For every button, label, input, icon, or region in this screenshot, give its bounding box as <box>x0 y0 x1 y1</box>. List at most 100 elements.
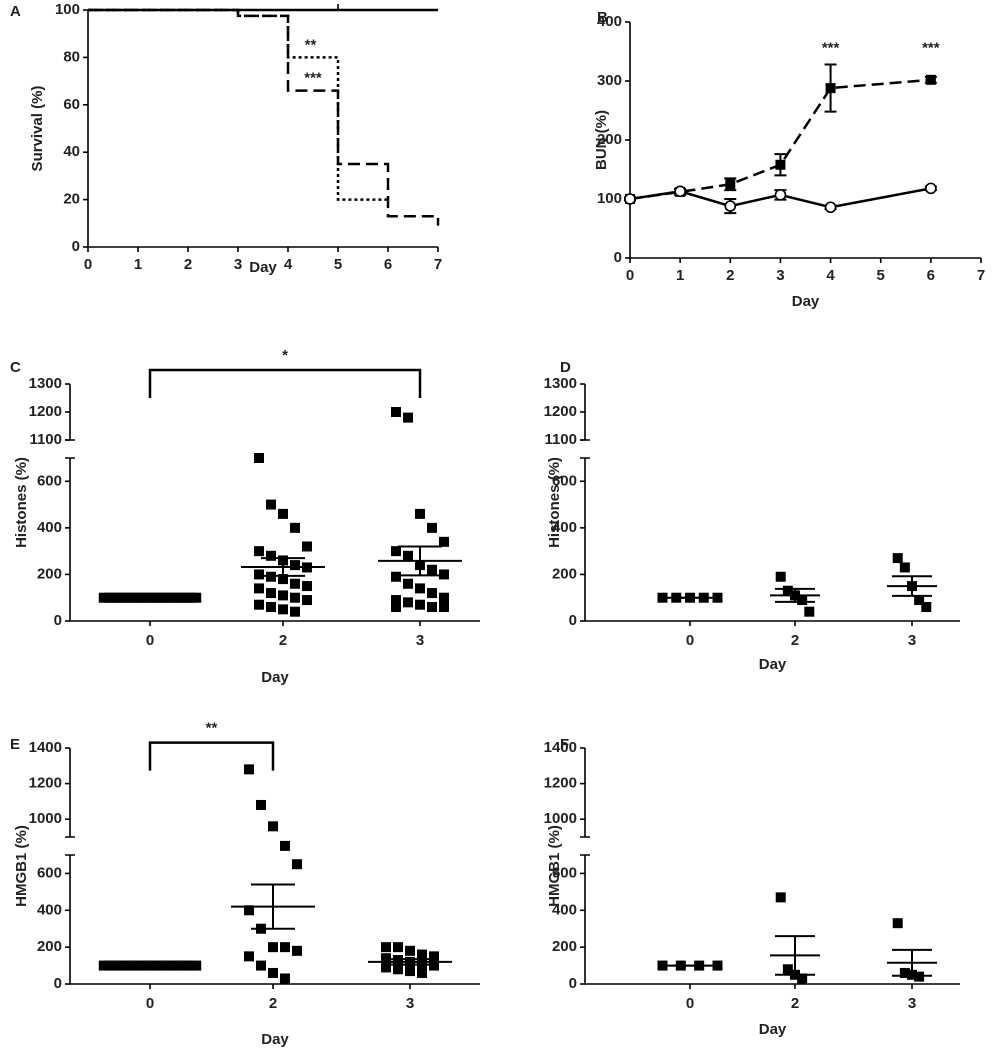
x-tick-label: 3 <box>908 995 916 1012</box>
panel-label: A <box>10 3 21 20</box>
x-tick-label: 2 <box>184 256 192 273</box>
x-tick-label: 2 <box>726 267 734 284</box>
y-axis-label: HMGB1 (%) <box>13 825 30 907</box>
data-point <box>256 799 266 810</box>
marker <box>725 179 736 190</box>
data-point <box>405 966 415 977</box>
axes <box>629 22 981 259</box>
data-point <box>712 592 723 603</box>
data-point <box>254 546 264 557</box>
y-tick-label: 1000 <box>544 810 577 827</box>
y-axis-label: Survival (%) <box>29 86 46 172</box>
data-point <box>290 560 300 571</box>
data-point <box>191 592 202 603</box>
data-point <box>415 508 425 519</box>
y-tick-label: 1200 <box>29 403 62 420</box>
x-axis-label: Day <box>759 656 787 673</box>
y-axis-label: Histones (%) <box>13 457 30 548</box>
marker <box>774 189 787 201</box>
y-tick-label: 1400 <box>544 739 577 756</box>
data-point <box>278 574 288 585</box>
sem-bar <box>388 958 432 966</box>
x-tick-label: 3 <box>406 995 414 1012</box>
data-point <box>899 967 910 978</box>
y-tick-label: 400 <box>552 519 577 536</box>
data-point <box>415 583 425 594</box>
annotation: ** <box>305 37 317 54</box>
marker <box>624 193 636 205</box>
sem-bar <box>261 557 305 577</box>
series-line <box>88 8 440 226</box>
y-tick-label: 1100 <box>29 431 62 448</box>
data-point <box>921 602 932 613</box>
y-tick-label: 40 <box>63 143 80 160</box>
data-point <box>775 571 786 582</box>
data-point <box>278 590 288 601</box>
y-tick-label: 400 <box>37 901 62 918</box>
data-point <box>892 918 903 929</box>
x-tick-label: 0 <box>146 632 154 649</box>
data-point <box>292 945 302 956</box>
data-point <box>268 942 278 953</box>
y-tick-label: 600 <box>552 864 577 881</box>
annotation: *** <box>822 40 840 57</box>
data-point <box>417 967 427 978</box>
data-point <box>254 583 264 594</box>
data-point <box>439 569 449 580</box>
sem-bar <box>775 935 815 976</box>
y-tick-label: 1000 <box>29 810 62 827</box>
x-tick-label: 3 <box>776 267 784 284</box>
data-point <box>403 597 413 608</box>
marker <box>724 200 737 212</box>
data-point <box>899 562 910 573</box>
series-line <box>629 78 931 201</box>
data-point <box>429 951 439 962</box>
x-tick-label: 3 <box>416 632 424 649</box>
y-tick-label: 1200 <box>544 403 577 420</box>
x-axis-label: Day <box>261 669 289 686</box>
x-tick-label: 2 <box>269 995 277 1012</box>
data-point <box>278 508 288 519</box>
y-tick-label: 1300 <box>29 375 62 392</box>
y-tick-label: 0 <box>54 975 62 992</box>
series-line <box>629 187 932 209</box>
y-tick-label: 0 <box>614 249 622 266</box>
data-point <box>381 953 391 964</box>
x-tick-label: 7 <box>977 267 985 284</box>
y-tick-label: 200 <box>552 565 577 582</box>
data-point <box>268 821 278 832</box>
data-point <box>290 606 300 617</box>
sem-bar <box>892 575 932 597</box>
data-point <box>292 859 302 870</box>
x-tick-label: 0 <box>686 995 694 1012</box>
data-point <box>804 606 815 617</box>
data-point <box>427 588 437 599</box>
panel-label: F <box>560 736 569 753</box>
sem-bar <box>892 948 932 977</box>
data-point <box>712 960 723 971</box>
x-tick-label: 2 <box>791 632 799 649</box>
x-axis-label: Day <box>261 1031 289 1048</box>
panel-label: C <box>10 359 21 376</box>
x-tick-label: 0 <box>146 995 154 1012</box>
y-tick-label: 0 <box>72 238 80 255</box>
data-point <box>280 942 290 953</box>
y-tick-label: 60 <box>63 96 80 113</box>
data-point <box>914 595 925 606</box>
data-point <box>391 602 401 613</box>
y-tick-label: 0 <box>569 612 577 629</box>
y-tick-label: 100 <box>55 1 80 18</box>
data-point <box>254 569 264 580</box>
x-tick-label: 2 <box>279 632 287 649</box>
x-tick-label: 0 <box>626 267 634 284</box>
data-point <box>266 499 276 510</box>
data-point <box>393 942 403 953</box>
panel-label: D <box>560 359 571 376</box>
y-tick-label: 20 <box>63 191 80 208</box>
data-point <box>429 960 439 971</box>
y-tick-label: 400 <box>552 901 577 918</box>
y-tick-label: 100 <box>597 190 622 207</box>
data-point <box>191 960 202 971</box>
data-point <box>254 599 264 610</box>
